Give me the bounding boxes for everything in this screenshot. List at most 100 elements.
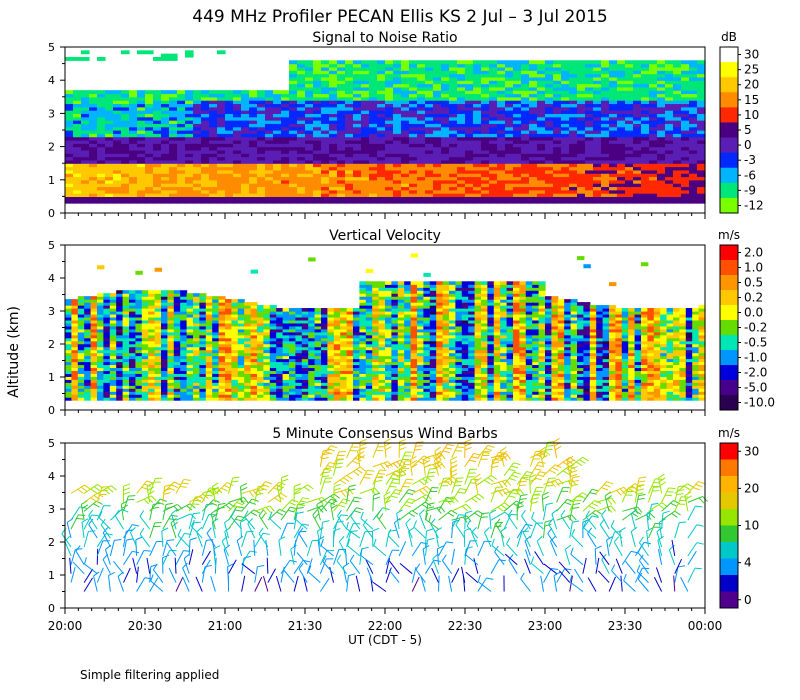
snr-cell [617, 130, 626, 134]
snr-cell [489, 100, 498, 105]
snr-cell [97, 56, 106, 61]
snr-cell [601, 139, 610, 144]
snr-cell [265, 139, 274, 144]
velocity-cell [218, 352, 226, 357]
snr-cell [657, 90, 666, 95]
snr-cell [417, 149, 426, 154]
snr-cell [361, 103, 370, 108]
snr-cell [369, 116, 378, 121]
velocity-cell [180, 311, 188, 315]
snr-cell [657, 139, 666, 144]
snr-cell [561, 70, 570, 75]
velocity-cell [122, 367, 130, 371]
snr-cell [105, 169, 114, 174]
snr-cell [65, 176, 74, 181]
velocity-cell [340, 334, 348, 339]
snr-cell [449, 146, 458, 151]
snr-cell [297, 153, 306, 158]
snr-cell [593, 166, 602, 171]
snr-cell [529, 193, 538, 197]
snr-cell [577, 139, 586, 144]
snr-cell [129, 130, 138, 134]
velocity-cell [276, 379, 284, 383]
snr-cell [257, 133, 266, 138]
velocity-cell [97, 379, 104, 383]
snr-cell [601, 196, 610, 201]
snr-cell [457, 106, 466, 111]
snr-cell [161, 120, 170, 124]
snr-cell [73, 123, 82, 128]
snr-cell [513, 86, 522, 91]
snr-cell [569, 120, 578, 124]
snr-cell [321, 163, 330, 168]
snr-cell [633, 189, 642, 194]
velocity-cell [301, 343, 309, 348]
snr-cell [697, 169, 706, 174]
snr-cell [617, 103, 626, 108]
snr-cell [521, 83, 530, 88]
snr-cell [241, 196, 250, 201]
velocity-cell [193, 343, 200, 348]
snr-cell [369, 179, 378, 184]
velocity-cell [65, 346, 72, 351]
velocity-cell [129, 364, 136, 369]
snr-cell [641, 110, 650, 114]
snr-cell [273, 166, 282, 171]
velocity-cell [295, 352, 303, 357]
snr-cell [537, 103, 546, 108]
snr-cell [273, 106, 282, 111]
snr-cell [697, 93, 706, 98]
velocity-cell [250, 328, 258, 333]
velocity-cell [109, 358, 117, 363]
velocity-cell [186, 305, 194, 309]
snr-cell [377, 83, 386, 88]
velocity-cell [199, 382, 207, 386]
snr-cell [617, 73, 626, 78]
snr-cell [457, 73, 466, 78]
snr-cell [321, 93, 330, 98]
snr-cell [689, 103, 698, 108]
snr-cell [449, 83, 458, 88]
snr-cell [145, 186, 154, 191]
velocity-cell [205, 299, 213, 303]
velocity-cell [148, 334, 156, 339]
velocity-cell [212, 364, 220, 369]
velocity-cell [154, 302, 162, 306]
velocity-cell [154, 305, 162, 309]
velocity-cell [154, 311, 162, 315]
snr-cell [337, 176, 346, 181]
snr-cell [193, 153, 202, 158]
snr-cell [353, 179, 362, 184]
velocity-cell [257, 373, 264, 377]
snr-cell [89, 146, 98, 151]
snr-cell [377, 93, 386, 98]
snr-cell [649, 66, 658, 71]
velocity-cell [161, 349, 168, 354]
velocity-cell [129, 391, 136, 395]
snr-cell [657, 166, 666, 171]
velocity-cell [340, 340, 348, 345]
velocity-cell [263, 391, 271, 395]
velocity-cell [218, 311, 226, 315]
snr-cell [641, 66, 650, 71]
snr-cell [681, 136, 690, 141]
snr-cell [641, 113, 650, 118]
snr-cell [425, 60, 434, 65]
velocity-cell [237, 340, 245, 345]
snr-cell [377, 123, 386, 128]
velocity-cell [250, 316, 258, 321]
snr-cell [649, 80, 658, 85]
velocity-cell [65, 325, 72, 330]
velocity-cell [135, 367, 143, 371]
snr-cell [545, 189, 554, 194]
velocity-cell [250, 343, 258, 348]
snr-cell [313, 173, 322, 178]
velocity-cell [180, 361, 188, 366]
snr-cell [585, 156, 594, 161]
snr-cell [617, 139, 626, 144]
velocity-cell [71, 358, 79, 363]
velocity-cell [116, 302, 124, 306]
velocity-cell [218, 325, 226, 330]
velocity-cell [333, 385, 341, 389]
snr-cell [665, 199, 674, 204]
